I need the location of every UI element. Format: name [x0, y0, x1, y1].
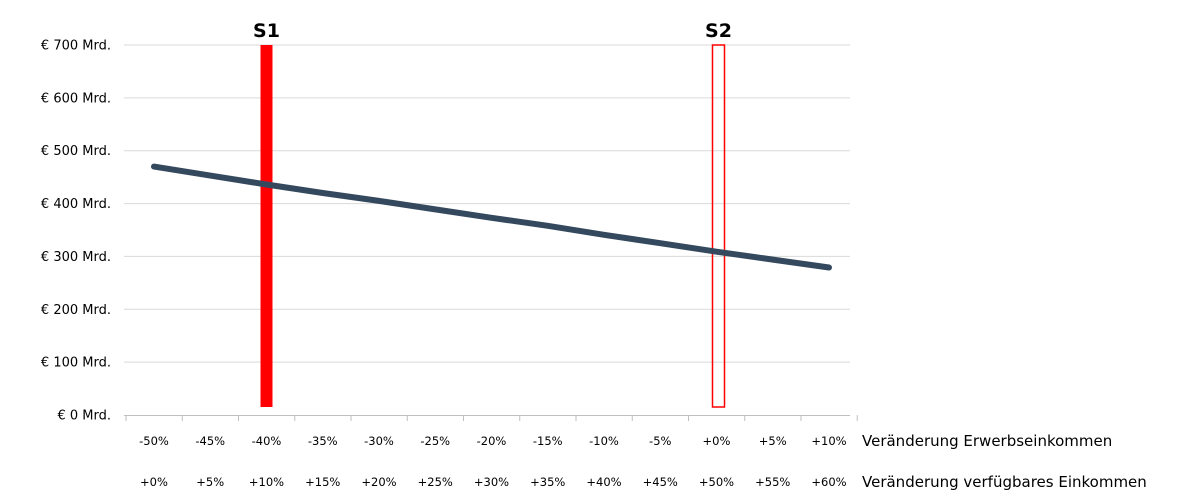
- x-tick-label: -5%: [649, 434, 671, 448]
- marker-bar-s2: [711, 44, 726, 408]
- gridlines: [124, 44, 850, 363]
- x-tick-label: +0%: [140, 475, 168, 489]
- x-axis-label: Veränderung Erwerbseinkommen: [862, 432, 1112, 450]
- x-tick-label: +5%: [759, 434, 787, 448]
- x-tick-label: +55%: [755, 475, 790, 489]
- x-tick-label: +60%: [811, 475, 846, 489]
- x-tick-label: -50%: [139, 434, 169, 448]
- x-tick-label: +35%: [530, 475, 565, 489]
- axes: [124, 415, 858, 421]
- scenario-markers: [260, 44, 726, 408]
- marker-bar-s1: [260, 45, 273, 407]
- x-tick-label: +5%: [196, 475, 224, 489]
- x-tick-label: -40%: [252, 434, 282, 448]
- x-axis-label: Veränderung verfügbares Einkommen: [862, 473, 1147, 491]
- data-series: [151, 163, 832, 271]
- x-tick-label: -25%: [420, 434, 450, 448]
- x-tick-label: -20%: [477, 434, 507, 448]
- y-tick-label: € 200 Mrd.: [41, 303, 111, 318]
- y-tick-label: € 600 Mrd.: [41, 91, 111, 106]
- x-tick-label: +45%: [643, 475, 678, 489]
- x-tick-label: +40%: [586, 475, 621, 489]
- x-tick-label: -15%: [533, 434, 563, 448]
- x-tick-label: +15%: [305, 475, 340, 489]
- x-tick-label: +10%: [249, 475, 284, 489]
- y-tick-label: € 300 Mrd.: [41, 250, 111, 265]
- x-tick-label: +30%: [474, 475, 509, 489]
- x-tick-label: -35%: [308, 434, 338, 448]
- y-tick-label: € 100 Mrd.: [41, 356, 111, 371]
- x-tick-label: +20%: [361, 475, 396, 489]
- marker-label-s2: S2: [705, 20, 732, 42]
- x-tick-label: -10%: [589, 434, 619, 448]
- x-tick-label: +10%: [811, 434, 846, 448]
- series-line-0: [151, 163, 832, 271]
- marker-label-s1: S1: [253, 20, 280, 42]
- y-tick-label: € 0 Mrd.: [57, 409, 111, 424]
- x-tick-label: +25%: [418, 475, 453, 489]
- x-tick-label: +50%: [699, 475, 734, 489]
- y-tick-label: € 700 Mrd.: [41, 39, 111, 54]
- x-tick-label: -45%: [195, 434, 225, 448]
- axis-labels: € 0 Mrd. € 100 Mrd. € 200 Mrd. € 300 Mrd. € …: [41, 20, 1147, 491]
- y-tick-label: € 500 Mrd.: [41, 144, 111, 159]
- y-tick-label: € 400 Mrd.: [41, 197, 111, 212]
- x-tick-label: +0%: [703, 434, 731, 448]
- x-tick-label: -30%: [364, 434, 394, 448]
